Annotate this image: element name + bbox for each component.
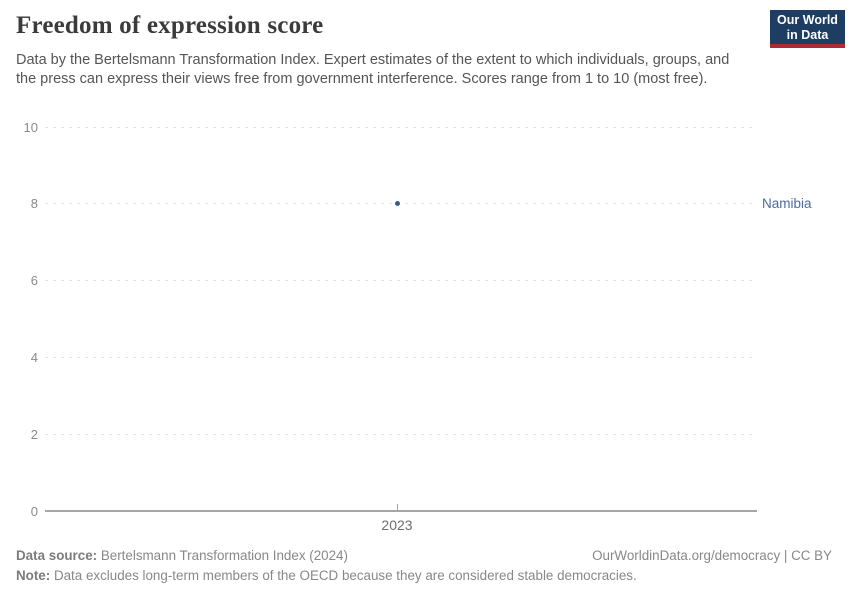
y-tick-label: 2 — [30, 426, 38, 442]
data-source-text: Bertelsmann Transformation Index (2024) — [97, 548, 348, 563]
gridline — [45, 280, 757, 282]
note-text: Data excludes long-term members of the O… — [50, 568, 637, 583]
y-tick-label: 10 — [23, 119, 38, 135]
gridline — [45, 126, 757, 128]
data-source-label: Data source: — [16, 548, 98, 563]
owid-logo-line2: in Data — [786, 27, 829, 42]
chart-subtitle: Data by the Bertelsmann Transformation I… — [16, 52, 730, 87]
x-axis-line — [45, 510, 757, 512]
y-tick-label: 6 — [30, 273, 38, 289]
y-tick-label: 0 — [30, 503, 38, 519]
owid-logo[interactable]: Our World in Data — [770, 10, 845, 48]
y-tick-label: 8 — [30, 196, 38, 212]
owid-logo-line1: Our World — [777, 13, 838, 27]
data-source-line: Data source: Bertelsmann Transformation … — [16, 548, 348, 563]
rights-link[interactable]: OurWorldinData.org/democracy | CC BY — [592, 548, 832, 563]
gridline — [45, 203, 757, 205]
gridline — [45, 433, 757, 435]
data-point[interactable] — [394, 201, 400, 207]
x-tick-label: 2023 — [381, 517, 413, 533]
gridline — [45, 356, 757, 358]
x-tick-mark — [397, 504, 398, 510]
entity-label[interactable]: Namibia — [762, 195, 812, 211]
page-title: Freedom of expression score — [16, 12, 324, 39]
note-label: Note: — [16, 568, 51, 583]
note-line: Note: Data excludes long-term members of… — [16, 568, 637, 583]
y-tick-label: 4 — [30, 349, 38, 365]
